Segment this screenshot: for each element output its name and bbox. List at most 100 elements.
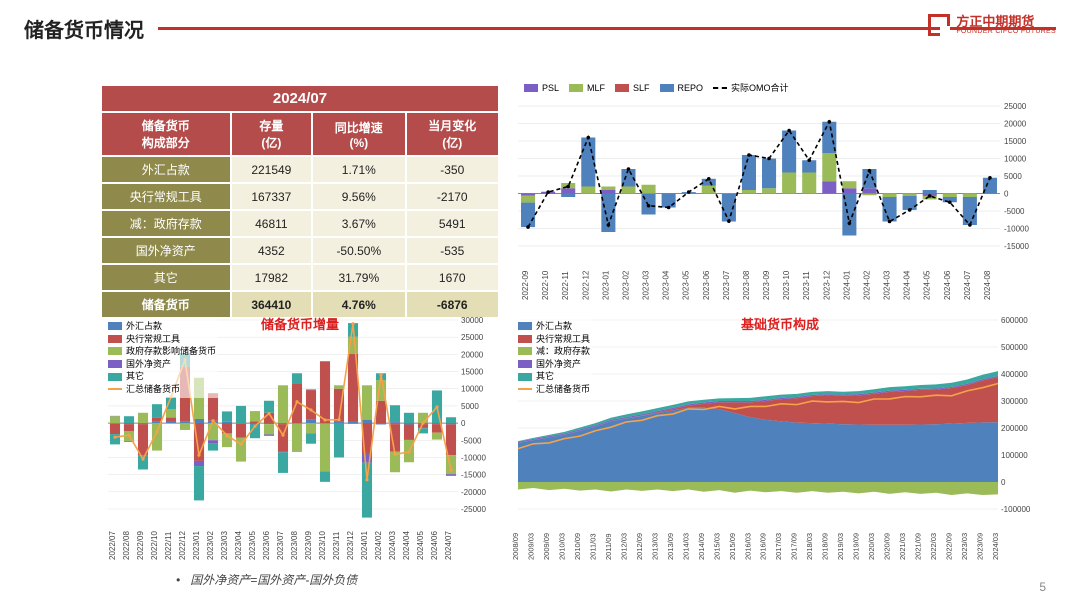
svg-text:2024/02: 2024/02 xyxy=(374,531,383,560)
svg-text:2023/01: 2023/01 xyxy=(192,531,201,560)
svg-text:20000: 20000 xyxy=(461,350,484,359)
svg-text:2022/03: 2022/03 xyxy=(929,533,938,560)
legend-item: 汇总储备货币 xyxy=(518,383,590,396)
svg-text:-15000: -15000 xyxy=(1004,242,1029,251)
svg-text:400000: 400000 xyxy=(1001,370,1028,379)
svg-text:2023-12: 2023-12 xyxy=(822,270,831,300)
svg-text:2023-06: 2023-06 xyxy=(702,270,711,300)
svg-text:-20000: -20000 xyxy=(461,488,486,497)
svg-text:2024-05: 2024-05 xyxy=(923,270,932,300)
svg-text:2010/09: 2010/09 xyxy=(573,533,582,560)
svg-text:2017/09: 2017/09 xyxy=(790,533,799,560)
svg-text:25000: 25000 xyxy=(1004,102,1027,111)
svg-text:2024/01: 2024/01 xyxy=(360,531,369,560)
svg-text:0: 0 xyxy=(461,419,466,428)
legend-item: 国外净资产 xyxy=(518,358,590,371)
page-number: 5 xyxy=(1039,580,1046,594)
logo-icon xyxy=(928,14,950,36)
reserve-table: 2024/07 储备货币构成部分存量(亿)同比增速(%)当月变化(亿) 外汇占款… xyxy=(100,84,500,304)
svg-text:2023/09: 2023/09 xyxy=(976,533,985,560)
legend-item: REPO xyxy=(660,82,704,95)
svg-text:15000: 15000 xyxy=(461,368,484,377)
header-rule xyxy=(158,27,1056,30)
svg-text:-5000: -5000 xyxy=(1004,207,1025,216)
svg-text:2008/09: 2008/09 xyxy=(511,533,520,560)
table-col: 当月变化(亿) xyxy=(406,112,499,156)
reserve-delta-chart: 储备货币增量 外汇占款央行常规工具政府存款影响储备货币国外净资产其它汇总储备货币… xyxy=(100,314,500,564)
svg-text:2017/03: 2017/03 xyxy=(774,533,783,560)
svg-text:2022-10: 2022-10 xyxy=(541,270,550,300)
svg-text:5000: 5000 xyxy=(461,402,479,411)
svg-text:-15000: -15000 xyxy=(461,471,486,480)
svg-text:2018/09: 2018/09 xyxy=(821,533,830,560)
svg-text:20000: 20000 xyxy=(1004,120,1027,129)
svg-text:2011/09: 2011/09 xyxy=(604,533,613,560)
omo-chart-svg: -15000-10000-500005000100001500020000250… xyxy=(510,84,1050,304)
svg-text:2023-08: 2023-08 xyxy=(742,270,751,300)
chart-bl-title: 储备货币增量 xyxy=(261,314,339,333)
svg-text:2023-09: 2023-09 xyxy=(762,270,771,300)
svg-text:2022-09: 2022-09 xyxy=(521,270,530,300)
svg-text:2020/03: 2020/03 xyxy=(867,533,876,560)
logo-en: FOUNDER CIFCO FUTURES xyxy=(956,28,1056,35)
svg-text:2023-10: 2023-10 xyxy=(782,270,791,300)
svg-text:30000: 30000 xyxy=(461,316,484,325)
svg-text:2024-08: 2024-08 xyxy=(983,270,992,300)
svg-text:2023/04: 2023/04 xyxy=(234,531,243,560)
svg-text:2021/09: 2021/09 xyxy=(914,533,923,560)
svg-text:2024-07: 2024-07 xyxy=(963,270,972,300)
legend-item: PSL xyxy=(524,82,559,95)
legend-item: SLF xyxy=(615,82,650,95)
legend-item: 减：政府存款 xyxy=(518,345,590,358)
svg-text:2016/03: 2016/03 xyxy=(743,533,752,560)
svg-text:2023/12: 2023/12 xyxy=(346,531,355,560)
legend-item: 外汇占款 xyxy=(108,320,216,333)
svg-text:2023-01: 2023-01 xyxy=(601,270,610,300)
svg-text:2023-03: 2023-03 xyxy=(642,270,651,300)
table-row: 国外净资产4352-50.50%-535 xyxy=(101,237,499,264)
legend-item: MLF xyxy=(569,82,605,95)
svg-text:2012/09: 2012/09 xyxy=(635,533,644,560)
svg-text:2023/10: 2023/10 xyxy=(318,531,327,560)
table-row: 减：政府存款468113.67%5491 xyxy=(101,210,499,237)
svg-text:2023/11: 2023/11 xyxy=(332,531,341,560)
svg-text:2023/06: 2023/06 xyxy=(262,531,271,560)
svg-text:2024/07: 2024/07 xyxy=(444,531,453,560)
legend-item: 央行常规工具 xyxy=(518,333,590,346)
svg-text:2024/03: 2024/03 xyxy=(388,531,397,560)
table-row: 外汇占款2215491.71%-350 xyxy=(101,156,499,183)
svg-text:2024-03: 2024-03 xyxy=(883,270,892,300)
svg-text:2015/03: 2015/03 xyxy=(712,533,721,560)
table-col: 储备货币构成部分 xyxy=(101,112,231,156)
legend-item: 外汇占款 xyxy=(518,320,590,333)
svg-text:2022/09: 2022/09 xyxy=(136,531,145,560)
svg-text:10000: 10000 xyxy=(461,385,484,394)
svg-text:2015/09: 2015/09 xyxy=(728,533,737,560)
footnote: 国外净资产=国外资产-国外负债 xyxy=(176,571,357,588)
svg-text:2024/04: 2024/04 xyxy=(402,531,411,560)
svg-text:2022/10: 2022/10 xyxy=(150,531,159,560)
svg-text:2023/03: 2023/03 xyxy=(220,531,229,560)
svg-text:2023/08: 2023/08 xyxy=(290,531,299,560)
svg-text:2009/09: 2009/09 xyxy=(542,533,551,560)
svg-text:2023/07: 2023/07 xyxy=(276,531,285,560)
svg-text:2023/03: 2023/03 xyxy=(960,533,969,560)
svg-text:600000: 600000 xyxy=(1001,316,1028,325)
svg-text:-5000: -5000 xyxy=(461,436,482,445)
svg-text:5000: 5000 xyxy=(1004,172,1022,181)
svg-text:2024/06: 2024/06 xyxy=(430,531,439,560)
svg-text:2016/09: 2016/09 xyxy=(759,533,768,560)
svg-text:-100000: -100000 xyxy=(1001,505,1031,514)
svg-text:500000: 500000 xyxy=(1001,343,1028,352)
svg-text:25000: 25000 xyxy=(461,333,484,342)
chart-br-title: 基础货币构成 xyxy=(741,314,819,333)
svg-text:2022-11: 2022-11 xyxy=(561,271,570,300)
svg-text:2012/03: 2012/03 xyxy=(619,533,628,560)
legend-item: 实际OMO合计 xyxy=(713,82,789,95)
brand-logo: 方正中期期货 FOUNDER CIFCO FUTURES xyxy=(928,14,1056,36)
svg-text:15000: 15000 xyxy=(1004,137,1027,146)
svg-text:2024-06: 2024-06 xyxy=(943,270,952,300)
table-period: 2024/07 xyxy=(101,85,499,112)
svg-text:2022-12: 2022-12 xyxy=(581,270,590,300)
svg-text:2023-02: 2023-02 xyxy=(621,270,630,300)
